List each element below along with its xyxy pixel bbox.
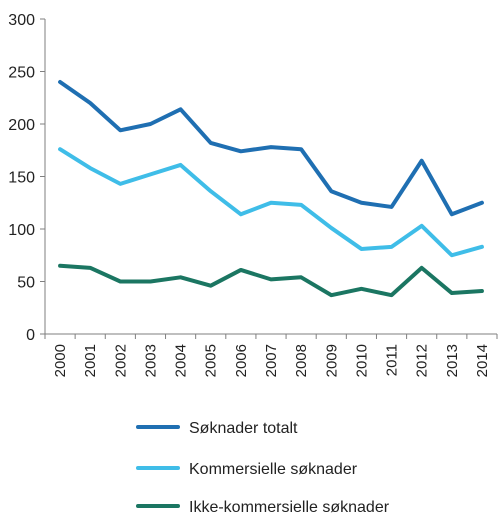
x-tick-label: 2000 bbox=[52, 344, 69, 377]
x-tick-label: 2005 bbox=[203, 344, 220, 377]
legend-label-2: Kommersielle søknader bbox=[189, 461, 358, 478]
legend: Søknader totalt Kommersielle søknader Ikke… bbox=[136, 420, 390, 516]
x-tick-label: 2006 bbox=[233, 344, 250, 377]
x-tick-label: 2012 bbox=[414, 344, 431, 377]
x-tick-label: 2013 bbox=[444, 344, 461, 377]
y-tick-label: 200 bbox=[8, 117, 35, 134]
x-tick-label: 2011 bbox=[384, 344, 401, 376]
series-line-1 bbox=[58, 80, 484, 217]
axes: 0 50 100 150 200 250 300 2000 2001 2002 2003 2004 20… bbox=[8, 12, 498, 377]
y-tick-label: 150 bbox=[8, 170, 35, 187]
x-tick-label: 2007 bbox=[263, 344, 280, 377]
legend-label-3: Ikke-kommersielle søknader bbox=[189, 499, 390, 516]
y-tick-label: 250 bbox=[8, 65, 35, 82]
x-tick-label: 2009 bbox=[323, 344, 340, 377]
x-tick-label: 2014 bbox=[474, 344, 491, 377]
x-tick-label: 2001 bbox=[82, 344, 99, 377]
x-tick-label: 2002 bbox=[112, 344, 129, 377]
y-tick-label: 50 bbox=[17, 275, 35, 292]
legend-label-1: Søknader totalt bbox=[189, 420, 298, 437]
x-tick-label: 2008 bbox=[293, 344, 310, 377]
series-lines bbox=[58, 80, 484, 298]
x-tick-label: 2004 bbox=[173, 344, 190, 377]
y-tick-label: 100 bbox=[8, 222, 35, 239]
series-line-3 bbox=[58, 263, 484, 298]
x-tick-label: 2003 bbox=[142, 344, 159, 377]
y-tick-label: 300 bbox=[8, 12, 35, 29]
x-tick-label: 2010 bbox=[353, 344, 370, 377]
y-tick-label: 0 bbox=[26, 327, 35, 344]
